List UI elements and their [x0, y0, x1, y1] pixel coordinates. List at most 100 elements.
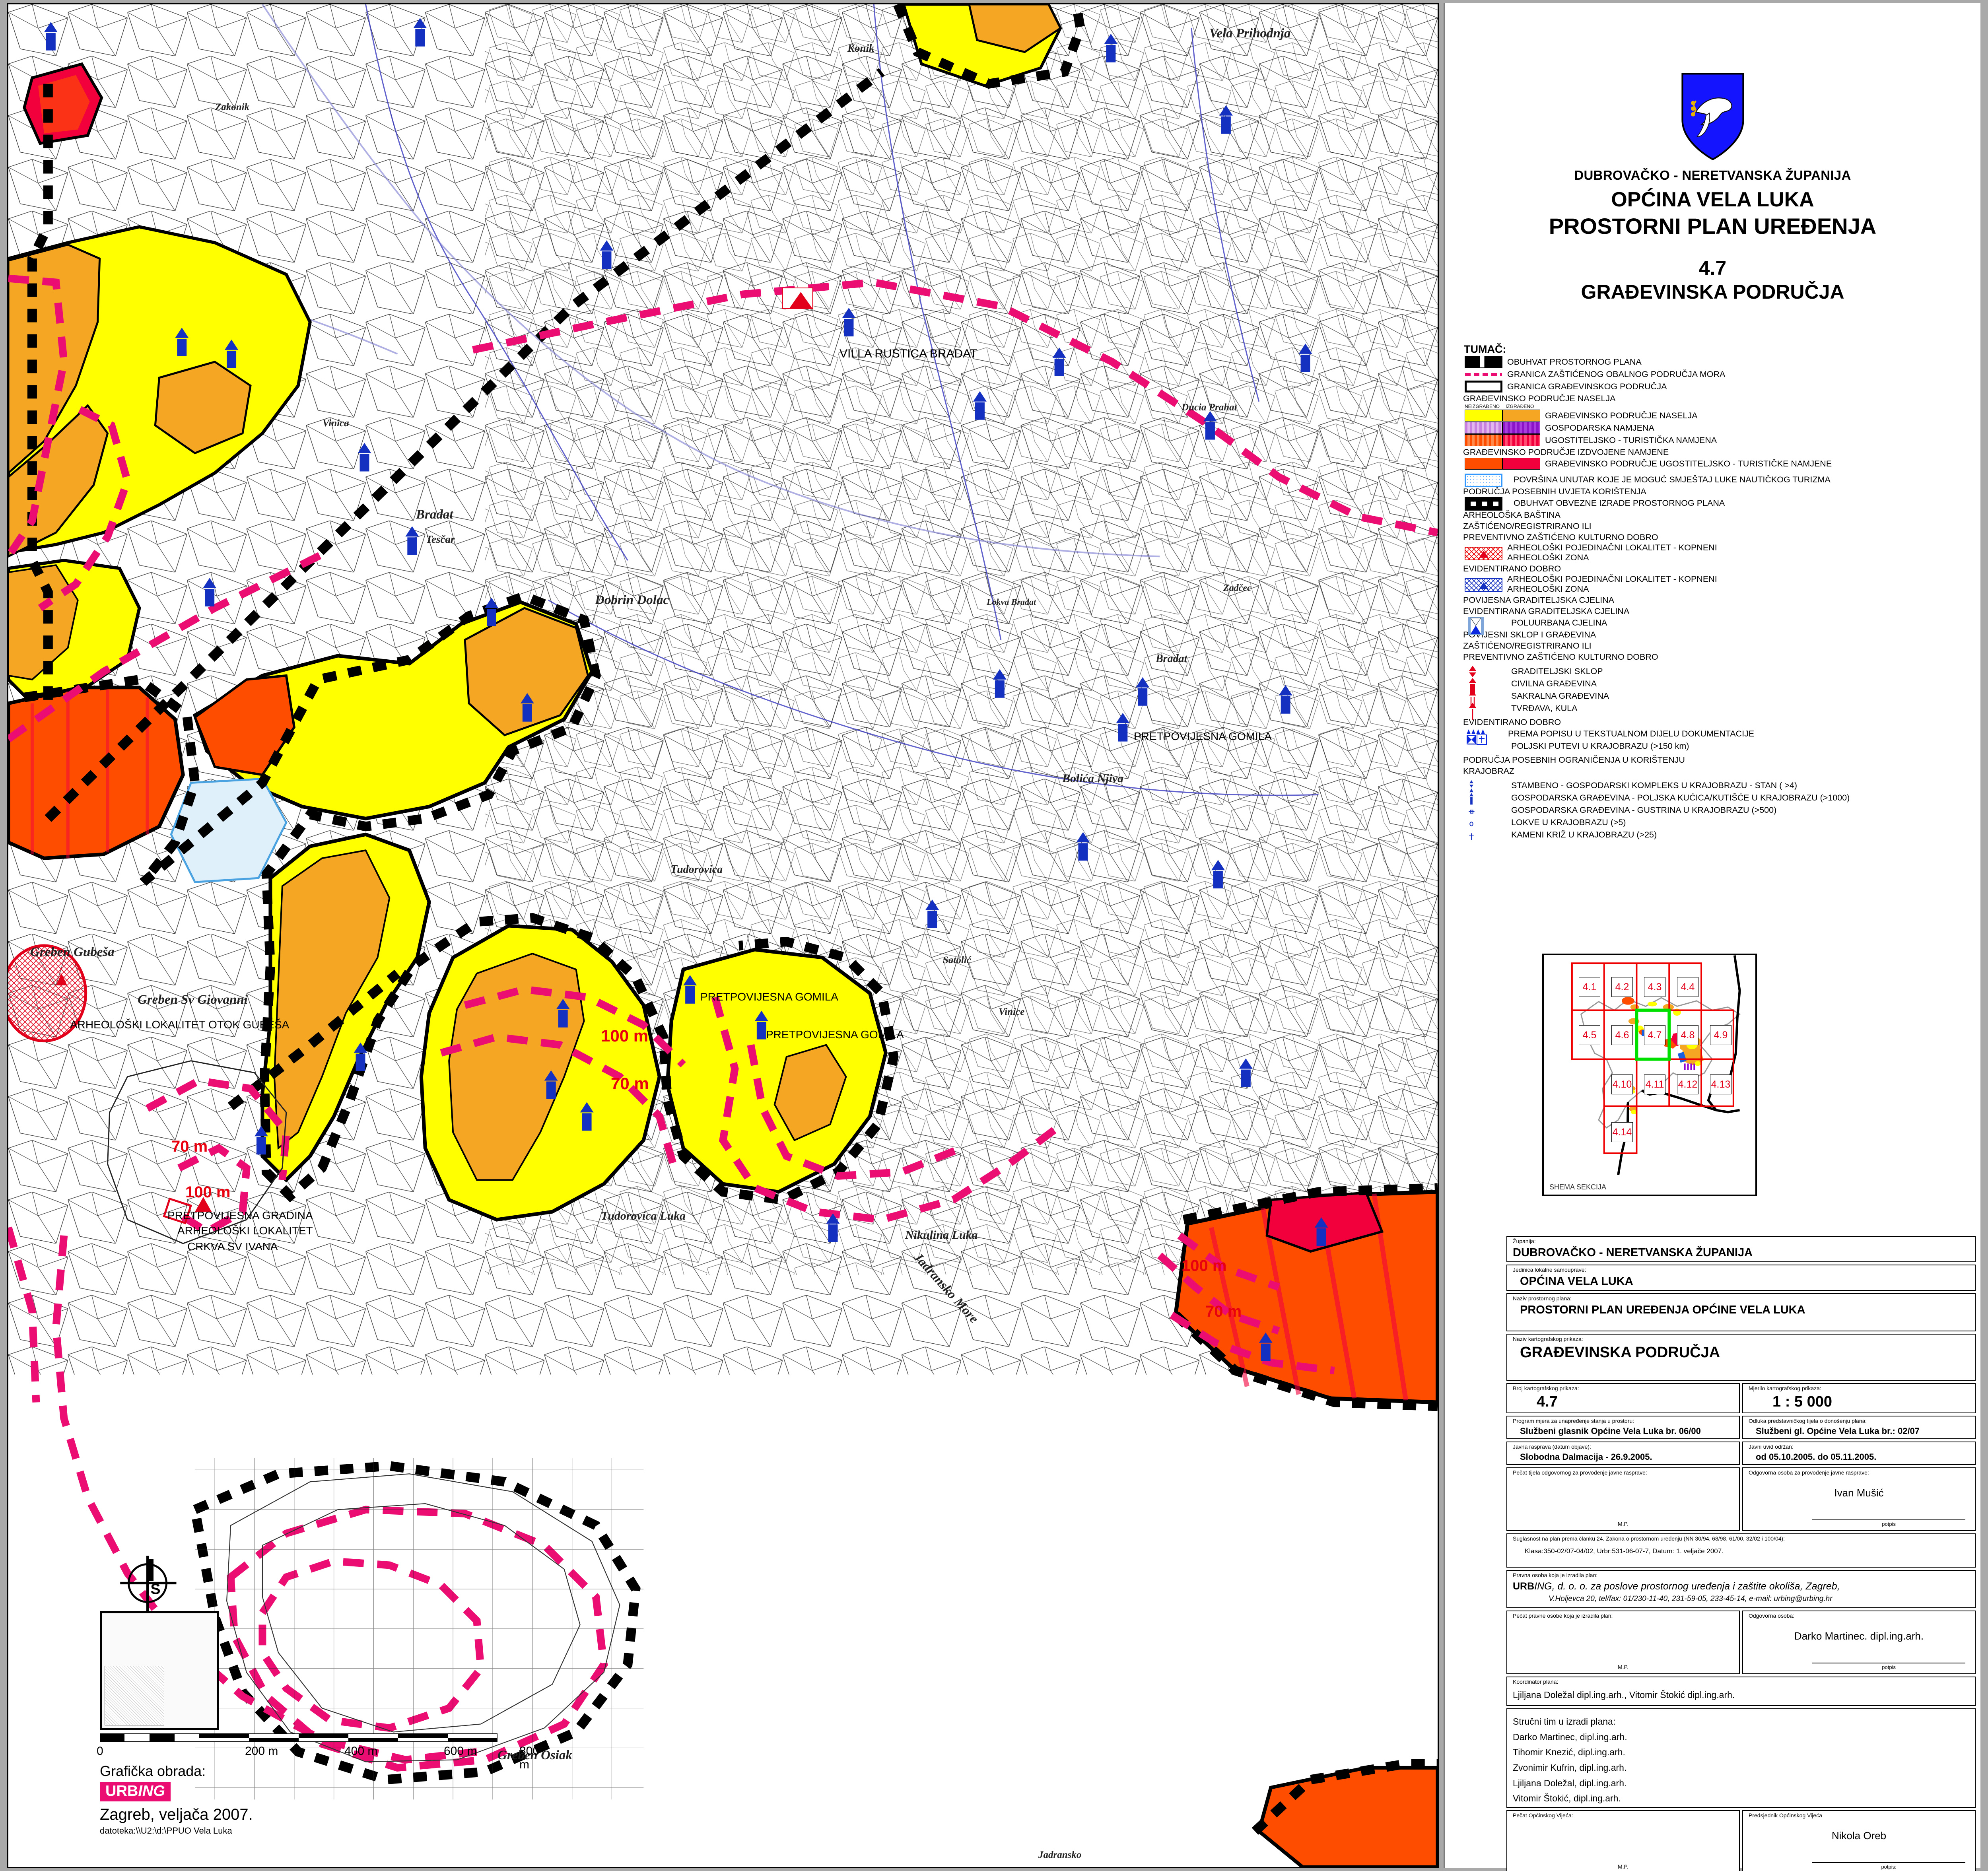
- legend-label: GRAĐEVINSKO PODRUČJE NASELJA: [1545, 410, 1698, 420]
- header-county: DUBROVAČKO - NERETVANSKA ŽUPANIJA: [1574, 168, 1851, 183]
- gospodarska-unbuilt-swatch: [1465, 422, 1502, 434]
- tb-odg-rasprava-value: Ivan Mušić: [1834, 1487, 1884, 1499]
- file-path-note: datoteka:\\U2:\d:\PPUO Vela Luka: [100, 1826, 232, 1836]
- legend-sub-built: IZGRAĐENO: [1506, 404, 1534, 409]
- signature-field-3[interactable]: potpis:: [1812, 1862, 1965, 1870]
- legend-label: GOSPODARSKA GRAĐEVINA - POLJSKA KUĆICA/K…: [1511, 793, 1850, 802]
- sheet-cell-4-2[interactable]: 4.2: [1611, 977, 1633, 997]
- tb-pravna-osoba-value: URBING, d. o. o. za poslove prostornog u…: [1513, 1581, 1969, 1592]
- legend-label: LOKVE U KRAJOBRAZU (>5): [1511, 817, 1626, 827]
- sheet-cell-4-4[interactable]: 4.4: [1677, 977, 1698, 997]
- granica-gradevinskog-icon: [1465, 381, 1502, 392]
- ugostiteljsko-unbuilt-swatch: [1465, 434, 1502, 446]
- legend-label: UGOSTITELJSKO - TURISTIČKA NAMJENA: [1545, 435, 1717, 445]
- sheet-cell-4-12[interactable]: 4.12: [1677, 1074, 1698, 1094]
- sheet-cell-4-1[interactable]: 4.1: [1579, 977, 1600, 997]
- tb-team-member: Tihomir Knezić, dipl.ing.arh.: [1513, 1747, 1625, 1758]
- mp-stamp-mark: M.P.: [1618, 1664, 1628, 1670]
- legend-evidentirano-dobro-1: EVIDENTIRANO DOBRO: [1463, 564, 1561, 573]
- legend-label: ARHEOLOŠKI POJEDINAČNI LOKALITET - KOPNE…: [1507, 543, 1717, 552]
- tb-pecat-pravne-caption: Pečat pravne osobe koja je izradila plan…: [1513, 1613, 1613, 1619]
- tb-pravna-osoba-address: V.Holjevca 20, tel/fax: 01/230-11-40, 23…: [1549, 1595, 1833, 1603]
- sheet-cell-4-5[interactable]: 4.5: [1579, 1025, 1600, 1045]
- map-canvas[interactable]: Vela Prihodnja Konik Zakonik VILLA RUSTICA …: [8, 4, 1438, 1867]
- urbing-name-rest: ING, d. o. o. za poslove prostornog uređ…: [1534, 1581, 1840, 1592]
- tb-odgovorna-osoba: Odgovorna osoba: Darko Martinec. dipl.in…: [1742, 1611, 1976, 1674]
- legend-label: GOSPODARSKA GRAĐEVINA - GUSTRINA U KRAJO…: [1511, 805, 1777, 815]
- sheet-cell-4-3[interactable]: 4.3: [1644, 977, 1665, 997]
- legend-sklop-sub2: PREVENTIVNO ZAŠTIĆENO KULTURNO DOBRO: [1463, 652, 1658, 662]
- tb-suglasnost-caption: Suglasnost na plan prema članku 24. Zako…: [1513, 1535, 1785, 1542]
- legend-item-arheo-blue: ARHEOLOŠKI POJEDINAČNI LOKALITET - KOPNE…: [1453, 574, 1978, 594]
- right-panel: DUBROVAČKO - NERETVANSKA ŽUPANIJA OPĆINA…: [1444, 3, 1980, 1871]
- legend-label: POLUURBANA CJELINA: [1511, 618, 1607, 628]
- tb-javna-rasprava-caption: Javna rasprava (datum objave):: [1513, 1444, 1591, 1450]
- tb-jls: Jedinica lokalne samouprave: OPĆINA VELA…: [1506, 1265, 1976, 1291]
- sheet-index-diagram[interactable]: 4.1 4.2 4.3 4.4 4.5 4.6 4.7 4.8 4.9 4.10…: [1542, 954, 1757, 1196]
- legend-label: GRADITELJSKI SKLOP: [1511, 666, 1603, 676]
- tb-naziv-kartografskog: Naziv kartografskog prikaza: GRAĐEVINSKA…: [1506, 1334, 1976, 1381]
- tb-jls-value: OPĆINA VELA LUKA: [1520, 1275, 1633, 1288]
- header-sheet-title: GRAĐEVINSKA PODRUČJA: [1581, 281, 1844, 303]
- sheet-cell-4-9[interactable]: 4.9: [1710, 1025, 1731, 1045]
- signature-caption: potpis: [1882, 1664, 1896, 1670]
- sheet-cell-4-10[interactable]: 4.10: [1611, 1074, 1633, 1094]
- legend-label: SAKRALNA GRAĐEVINA: [1511, 691, 1609, 701]
- tb-zupanija-value: DUBROVAČKO - NERETVANSKA ŽUPANIJA: [1513, 1246, 1753, 1259]
- tb-mjerilo-value: 1 : 5 000: [1772, 1393, 1832, 1410]
- izdvojena-unbuilt-swatch: [1465, 458, 1502, 470]
- legend-item-civilna-gradevina: CIVILNA GRAĐEVINA: [1453, 678, 1978, 695]
- tb-zupanija-caption: Županija:: [1513, 1238, 1536, 1244]
- tb-odluka-caption: Odluka predstavničkog tijela o donošenju…: [1749, 1418, 1867, 1424]
- legend-item-nautic: POVRŠINA UNUTAR KOJE JE MOGUĆ SMJEŠTAJ L…: [1453, 474, 1978, 487]
- signature-field-1[interactable]: potpis: [1812, 1519, 1965, 1527]
- legend-label: STAMBENO - GOSPODARSKI KOMPLEKS U KRAJOB…: [1511, 780, 1797, 790]
- legend-label: TVRĐAVA, KULA: [1511, 703, 1578, 713]
- legend-item-stambeno-kompleks: STAMBENO - GOSPODARSKI KOMPLEKS U KRAJOB…: [1453, 779, 1978, 793]
- kameni-kriz-icon: [1465, 829, 1502, 841]
- header-sheet-number: 4.7: [1698, 257, 1727, 279]
- tb-mjerilo: Mjerilo kartografskog prikaza: 1 : 5 000: [1742, 1383, 1976, 1413]
- legend: TUMAČ: OBUHVAT PROSTORNOG PLANA GRANICA …: [1453, 343, 1978, 841]
- legend-item-ugostiteljsko: UGOSTITELJSKO - TURISTIČKA NAMJENA: [1453, 434, 1978, 446]
- legend-item-poljski-putevi: POLJSKI PUTEVI U KRAJOBRAZU (>150 km): [1453, 740, 1978, 752]
- tb-odg-osoba-caption: Odgovorna osoba:: [1749, 1613, 1795, 1619]
- signature-field-2[interactable]: potpis: [1812, 1663, 1965, 1670]
- ugostiteljsko-built-swatch: [1502, 434, 1540, 446]
- legend-item-obvezna-izrada: OBUHVAT OBVEZNE IZRADE PROSTORNOG PLANA: [1453, 497, 1978, 511]
- legend-group-sklop: POVIJESNI SKLOP I GRAĐEVINA: [1463, 630, 1596, 639]
- legend-group-povijesna-1: POVIJESNA GRADITELJSKA CJELINA: [1463, 595, 1614, 605]
- naselje-built-swatch: [1502, 410, 1540, 422]
- legend-group-arheo: ARHEOLOŠKA BAŠTINA: [1463, 510, 1560, 520]
- sheet-cell-4-11[interactable]: 4.11: [1644, 1074, 1665, 1094]
- title-block: Županija: DUBROVAČKO - NERETVANSKA ŽUPAN…: [1506, 1236, 1976, 1871]
- tb-koordinator-caption: Koordinator plana:: [1513, 1679, 1559, 1685]
- tb-team-member: Ljiljana Doležal, dipl.ing.arh.: [1513, 1778, 1627, 1788]
- obuhvat-obvezne-izrade-icon: [1465, 497, 1502, 511]
- north-arrow-icon: S: [120, 1556, 177, 1612]
- stambeno-gospodarski-kompleks-icon: [1465, 779, 1502, 793]
- legend-label: KAMENI KRIŽ U KRAJOBRAZU (>25): [1511, 830, 1657, 839]
- sheet-cell-4-7[interactable]: 4.7: [1644, 1025, 1665, 1045]
- map-panel[interactable]: Vela Prihodnja Konik Zakonik VILLA RUSTICA …: [7, 3, 1439, 1868]
- tb-naziv-plana: Naziv prostornog plana: PROSTORNI PLAN U…: [1506, 1293, 1976, 1331]
- legend-item-building-boundary: GRANICA GRAĐEVINSKOG PODRUČJA: [1453, 381, 1978, 392]
- legend-group-povijesna-2: EVIDENTIRANA GRADITELJSKA CJELINA: [1463, 606, 1630, 616]
- legend-item-izdvojena-ugostiteljska: GRAĐEVINSKO PODRUČJE UGOSTITELJSKO - TUR…: [1453, 458, 1978, 470]
- sheet-cell-4-8[interactable]: 4.8: [1677, 1025, 1698, 1045]
- legend-label: POVRŠINA UNUTAR KOJE JE MOGUĆ SMJEŠTAJ L…: [1514, 474, 1831, 484]
- legend-item-poljska-kucica: GOSPODARSKA GRAĐEVINA - POLJSKA KUĆICA/K…: [1453, 792, 1978, 805]
- legend-item-sakralna-gradevina: SAKRALNA GRAĐEVINA: [1453, 690, 1978, 707]
- legend-label: ARHEOLOŠKI ZONA: [1507, 553, 1589, 562]
- legend-sub-unbuilt: NEIZGRAĐENO: [1465, 404, 1500, 409]
- legend-item-gospodarska: GOSPODARSKA NAMJENA: [1453, 422, 1978, 434]
- sheet-cell-4-14[interactable]: 4.14: [1611, 1122, 1633, 1142]
- urbing-logo-bold: URB: [105, 1783, 138, 1799]
- cadastral-map-graphic: [8, 4, 1438, 1867]
- legend-label: OBUHVAT PROSTORNOG PLANA: [1507, 357, 1642, 367]
- sheet-cell-4-13[interactable]: 4.13: [1710, 1074, 1731, 1094]
- legend-arheo-sub1: ZAŠTIĆENO/REGISTRIRANO ILI: [1463, 521, 1592, 531]
- sheet-cell-4-6[interactable]: 4.6: [1611, 1025, 1633, 1045]
- header-municipality: OPĆINA VELA LUKA: [1611, 188, 1814, 211]
